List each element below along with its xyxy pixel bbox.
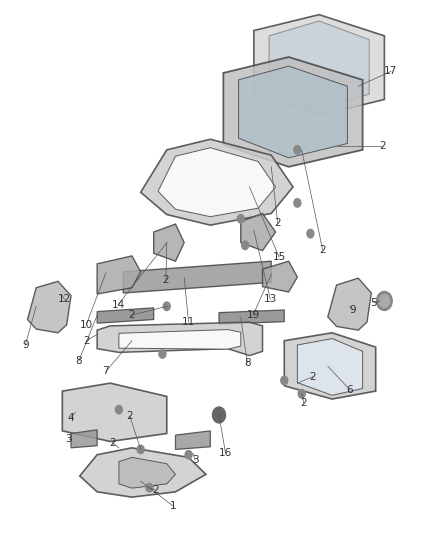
Circle shape — [159, 350, 166, 358]
Polygon shape — [239, 66, 347, 158]
Text: 2: 2 — [162, 274, 169, 285]
Circle shape — [294, 146, 301, 154]
Polygon shape — [284, 333, 376, 399]
Polygon shape — [223, 57, 363, 167]
Text: 2: 2 — [275, 218, 281, 228]
Text: 8: 8 — [244, 358, 251, 368]
Polygon shape — [97, 322, 262, 356]
Text: 2: 2 — [319, 245, 326, 255]
Polygon shape — [297, 338, 363, 395]
Circle shape — [137, 445, 144, 454]
Circle shape — [307, 229, 314, 238]
Circle shape — [379, 295, 390, 308]
Polygon shape — [119, 457, 176, 488]
Text: 13: 13 — [264, 294, 277, 304]
Polygon shape — [119, 329, 241, 349]
Circle shape — [294, 199, 301, 207]
Polygon shape — [28, 281, 71, 333]
Text: 9: 9 — [22, 340, 28, 350]
Circle shape — [212, 407, 226, 423]
Circle shape — [237, 215, 244, 223]
Text: 2: 2 — [127, 411, 133, 421]
Circle shape — [185, 450, 192, 459]
Polygon shape — [141, 139, 293, 225]
Text: 3: 3 — [192, 455, 198, 465]
Polygon shape — [123, 261, 271, 293]
Polygon shape — [62, 383, 167, 441]
Text: 8: 8 — [75, 356, 82, 366]
Circle shape — [163, 302, 170, 311]
Text: 10: 10 — [80, 320, 93, 330]
Circle shape — [116, 406, 122, 414]
Circle shape — [146, 483, 153, 492]
Circle shape — [242, 241, 249, 249]
Text: 2: 2 — [309, 372, 316, 382]
Text: 5: 5 — [370, 297, 377, 308]
Circle shape — [281, 376, 288, 385]
Polygon shape — [254, 14, 385, 115]
Text: 2: 2 — [109, 438, 116, 448]
Polygon shape — [80, 448, 206, 497]
Polygon shape — [154, 224, 184, 261]
Polygon shape — [158, 148, 276, 216]
Text: 2: 2 — [300, 398, 307, 408]
Text: 17: 17 — [384, 67, 398, 76]
Text: 1: 1 — [170, 501, 177, 511]
Polygon shape — [241, 214, 276, 251]
Text: 16: 16 — [219, 448, 232, 458]
Text: 2: 2 — [83, 336, 89, 346]
Polygon shape — [328, 278, 371, 330]
Text: 14: 14 — [111, 300, 125, 310]
Text: 3: 3 — [66, 434, 72, 444]
Text: 15: 15 — [272, 252, 286, 262]
Polygon shape — [219, 310, 284, 324]
Polygon shape — [269, 21, 369, 109]
Polygon shape — [97, 308, 154, 323]
Text: 11: 11 — [182, 317, 195, 327]
Text: 2: 2 — [152, 485, 159, 495]
Polygon shape — [97, 256, 141, 294]
Text: 6: 6 — [346, 384, 353, 394]
Text: 9: 9 — [350, 305, 357, 315]
Polygon shape — [262, 261, 297, 292]
Circle shape — [298, 390, 305, 398]
Text: 12: 12 — [58, 294, 71, 304]
Text: 7: 7 — [102, 367, 109, 376]
Text: 2: 2 — [128, 310, 134, 320]
Text: 4: 4 — [68, 413, 74, 423]
Text: 19: 19 — [246, 310, 260, 320]
Polygon shape — [71, 430, 97, 448]
Polygon shape — [176, 431, 210, 449]
Circle shape — [377, 292, 392, 311]
Text: 2: 2 — [379, 141, 385, 151]
